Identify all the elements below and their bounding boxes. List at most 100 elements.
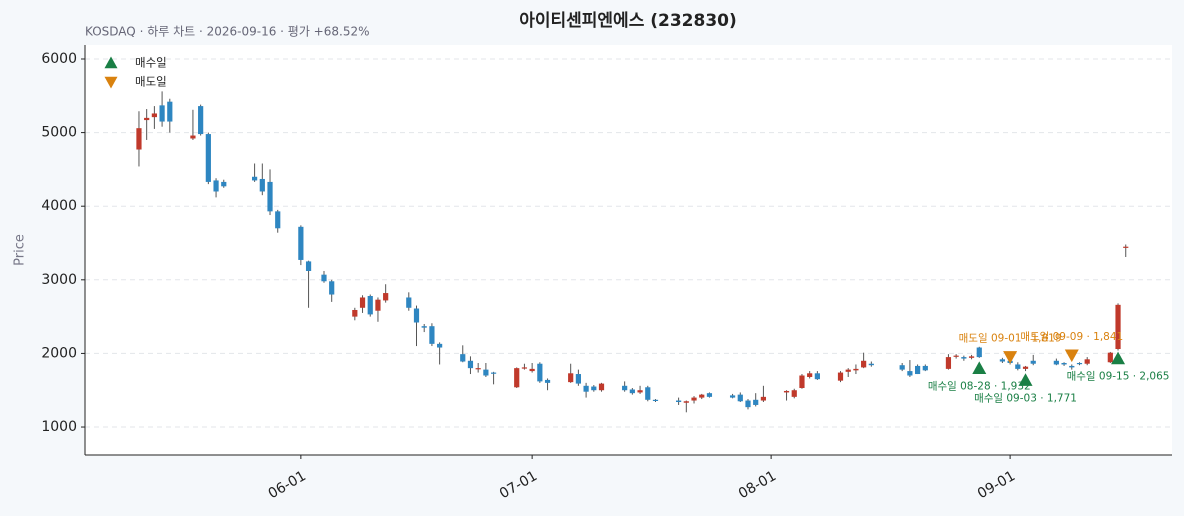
candle-body [783,390,790,393]
x-tick-label: 07-01 [497,468,540,502]
chart-title: 아이티센피엔에스 (232830) [519,11,737,31]
candle-body [999,359,1005,362]
candle-body [753,399,759,405]
candle-body [1030,360,1036,364]
plot-area [85,45,1172,455]
candle-body [252,176,258,181]
candle-body [907,371,913,376]
candle-body [298,226,304,260]
candle-body [1069,365,1075,368]
legend-symbol [104,56,118,69]
buy-marker [1111,351,1126,365]
candle-body [190,135,196,139]
candle-body [699,394,705,398]
candle-body [583,385,589,392]
candle-body [329,281,335,295]
candle-body [421,326,427,328]
candle-body [899,365,905,370]
x-tick-label: 09-01 [975,468,1018,502]
chart-subtitle: KOSDAQ · 하루 차트 · 2026-09-16 · 평가 +68.52% [85,25,370,39]
candle-body [1123,246,1129,248]
buy-marker [1018,373,1033,386]
y-tick-label: 5000 [41,125,77,141]
candle-body [976,347,982,358]
sell-marker [1064,349,1079,363]
candle-body [637,390,643,393]
candle-body [1084,359,1090,364]
candle-body [922,365,928,371]
y-tick-label: 3000 [41,272,77,288]
candle-body [807,373,813,377]
candle-body [167,101,173,122]
candle-body [205,134,211,182]
candle-body [159,105,165,122]
candle-body [529,368,535,372]
candle-body [213,180,219,192]
candle-body [1115,304,1121,350]
candle-body [275,211,281,229]
candle-body [575,374,581,384]
candle-body [1107,352,1113,363]
candle-body [791,390,797,397]
candle-body [352,309,358,317]
candle-body [945,357,952,369]
candle-body [799,375,805,389]
sell-marker [1003,351,1018,364]
candle-body [953,355,959,357]
sell-label: 매도일 09-09 · 1,841 [1020,330,1123,343]
candle-body [691,397,697,401]
candle-body [622,385,628,391]
y-tick-label: 2000 [41,345,77,361]
candle-body [814,373,820,380]
candle-body [868,363,874,366]
candle-body [737,394,743,402]
candle-body [267,181,273,212]
candle-body [460,354,466,362]
candle-body [914,365,921,375]
candle-body [760,396,767,401]
candle-body [151,113,157,118]
candle-body [490,372,497,374]
buy-label: 매수일 08-28 · 1,932 [928,379,1031,392]
legend-label: 매수일 [135,56,167,70]
candle-body [853,368,859,371]
y-tick-label: 4000 [41,198,77,214]
candle-body [544,379,551,383]
candle-body [568,373,574,383]
candle-body [1061,362,1067,365]
legend-symbol [104,76,118,89]
candle-body [968,356,975,358]
candle-body [1053,360,1059,365]
candle-body [429,326,435,344]
candle-body [1022,366,1029,369]
buy-marker [972,361,987,375]
candle-body [375,299,381,311]
candle-body [467,360,474,369]
candle-body [483,369,489,376]
x-tick-label: 06-01 [266,468,309,502]
candle-body [591,386,597,391]
candle-body [413,308,420,323]
candle-body [645,387,651,400]
candle-body [729,395,736,398]
candle-body [198,106,204,135]
candle-body [837,372,844,381]
candle-body [961,357,967,359]
candle-body [1076,362,1083,365]
candle-body [845,369,851,372]
candle-body [1015,364,1021,369]
x-tick-label: 08-01 [736,468,779,502]
candle-body [598,383,605,391]
y-tick-label: 6000 [41,51,77,67]
candle-body [305,261,312,271]
candle-body [406,297,412,308]
candle-body [706,393,713,397]
candle-body [521,367,528,369]
candle-body [367,296,373,315]
buy-label: 매수일 09-15 · 2,065 [1067,370,1170,383]
candle-body [321,274,327,282]
buy-label: 매수일 09-03 · 1,771 [974,391,1077,404]
candle-body [676,400,682,403]
candle-body [475,368,481,370]
